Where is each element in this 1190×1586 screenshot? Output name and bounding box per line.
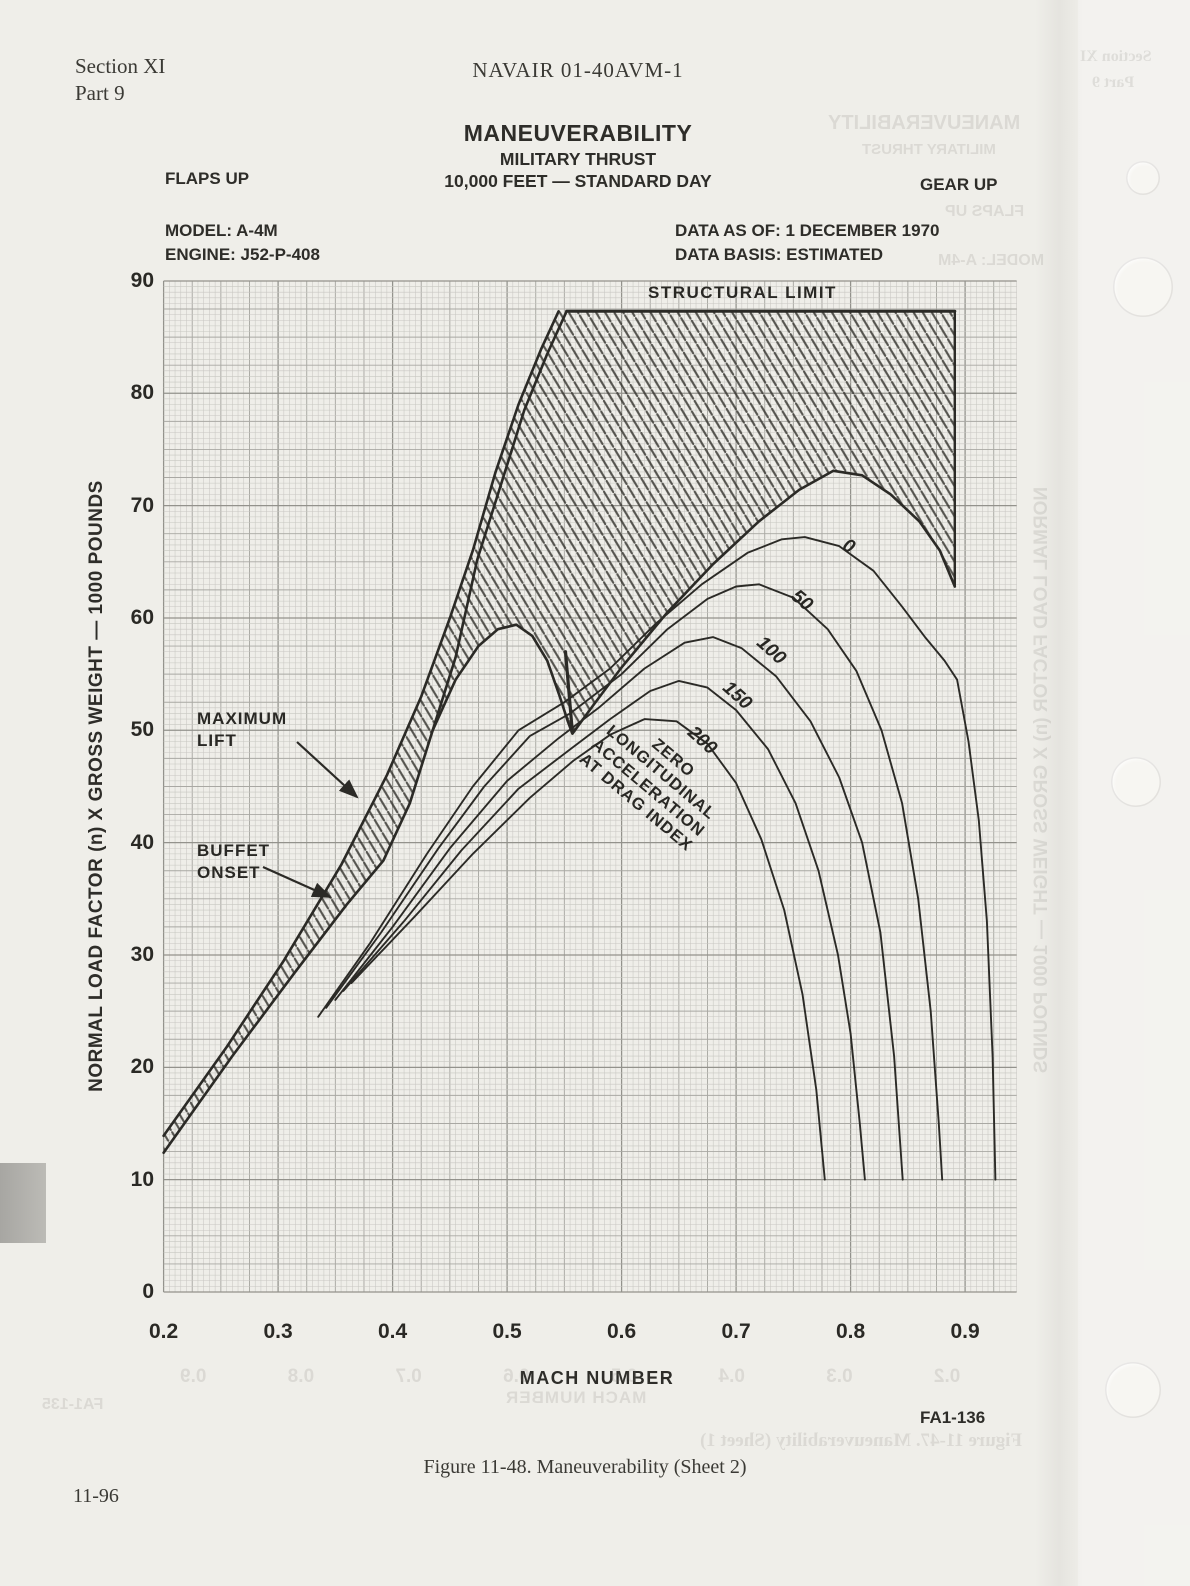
publication-number: NAVAIR 01-40AVM-1 — [472, 58, 684, 82]
x-axis-tick-0.6: 0.6 — [606, 1320, 637, 1343]
index-tab — [0, 1163, 46, 1243]
buffet-onset-arrow — [262, 865, 333, 899]
model-label: MODEL: A-4M — [165, 221, 278, 240]
x-axis-tick-0.3: 0.3 — [263, 1320, 293, 1343]
chart-title: MANEUVERABILITY — [463, 120, 693, 146]
drag-index-200-curve — [350, 718, 826, 1181]
x-axis-tick-0.7: 0.7 — [721, 1320, 751, 1343]
y-axis-tick-20: 20 — [130, 1055, 154, 1079]
drag-index-50-curve — [325, 583, 944, 1181]
x-axis-tick-0.9: 0.9 — [950, 1320, 980, 1343]
data-as-of-label: DATA AS OF: 1 DECEMBER 1970 — [675, 221, 940, 240]
gear-condition: GEAR UP — [920, 175, 998, 194]
data-basis-label: DATA BASIS: ESTIMATED — [675, 245, 884, 264]
part-header: Part 9 — [75, 81, 125, 105]
flaps-condition: FLAPS UP — [165, 169, 250, 188]
y-axis-tick-0: 0 — [142, 1280, 154, 1303]
y-axis-tick-30: 30 — [130, 942, 154, 966]
drag-index-100-curve — [334, 636, 904, 1181]
x-axis-tick-0.5: 0.5 — [492, 1320, 522, 1343]
y-axis-tick-80: 80 — [130, 381, 154, 405]
figure-code: FA1-136 — [920, 1408, 986, 1427]
maximum-lift-label-line2: LIFT — [197, 731, 237, 750]
y-axis-tick-10: 10 — [130, 1167, 154, 1191]
punch-hole — [1111, 757, 1161, 807]
engine-label: ENGINE: J52-P-408 — [165, 245, 320, 264]
y-axis-tick-40: 40 — [130, 830, 154, 854]
maximum-lift-arrow — [296, 741, 359, 799]
buffet-onset-transonic-curve — [431, 469, 957, 736]
maximum-lift-label-line1: MAXIMUM — [197, 709, 288, 728]
punch-hole — [1113, 257, 1173, 317]
x-axis-tick-0.8: 0.8 — [835, 1320, 866, 1343]
maximum-lift-curve — [162, 309, 560, 1138]
cusp-notch-curve — [563, 650, 575, 735]
figure-caption: Figure 11-48. Maneuverability (Sheet 2) — [423, 1456, 747, 1478]
y-axis-tick-90: 90 — [130, 268, 154, 292]
scan-shadow-strip — [1035, 0, 1083, 1586]
buffet-onset-label-line1: BUFFET — [197, 841, 271, 860]
structural-limit-label: STRUCTURAL LIMIT — [648, 283, 837, 302]
page-number: 11-96 — [73, 1485, 119, 1507]
y-axis-title: NORMAL LOAD FACTOR (n) X GROSS WEIGHT — … — [86, 480, 107, 1092]
section-header: Section XI — [75, 54, 166, 78]
punch-hole — [1105, 1362, 1161, 1418]
chart-subtitle-thrust: MILITARY THRUST — [499, 149, 657, 169]
x-axis-title: MACH NUMBER — [519, 1368, 675, 1388]
y-axis-tick-60: 60 — [130, 605, 154, 629]
punch-hole — [1126, 161, 1160, 195]
x-axis-tick-0.2: 0.2 — [148, 1320, 179, 1343]
drag-index-150-curve — [342, 679, 866, 1181]
x-axis-tick-0.4: 0.4 — [377, 1320, 408, 1343]
buffet-onset-label-line2: ONSET — [197, 863, 261, 882]
y-axis-tick-50: 50 — [130, 718, 154, 742]
y-axis-tick-70: 70 — [130, 493, 154, 517]
drag-index-0-curve — [317, 536, 997, 1181]
chart-subtitle-altitude: 10,000 FEET — STANDARD DAY — [444, 171, 712, 191]
structural-envelope-hatched-region — [163, 311, 955, 1153]
